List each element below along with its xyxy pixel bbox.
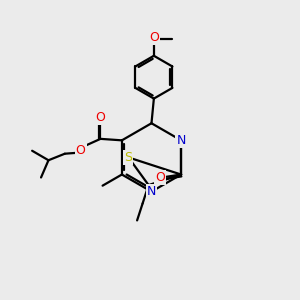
Text: O: O xyxy=(76,144,85,157)
Text: O: O xyxy=(95,111,105,124)
Text: O: O xyxy=(155,171,165,184)
Text: N: N xyxy=(176,134,186,147)
Text: S: S xyxy=(124,151,133,164)
Text: N: N xyxy=(147,185,156,198)
Text: O: O xyxy=(149,31,159,44)
